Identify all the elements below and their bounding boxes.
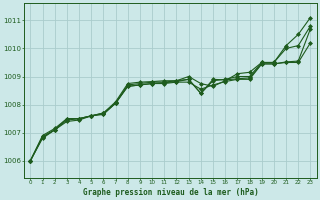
X-axis label: Graphe pression niveau de la mer (hPa): Graphe pression niveau de la mer (hPa) xyxy=(83,188,258,197)
